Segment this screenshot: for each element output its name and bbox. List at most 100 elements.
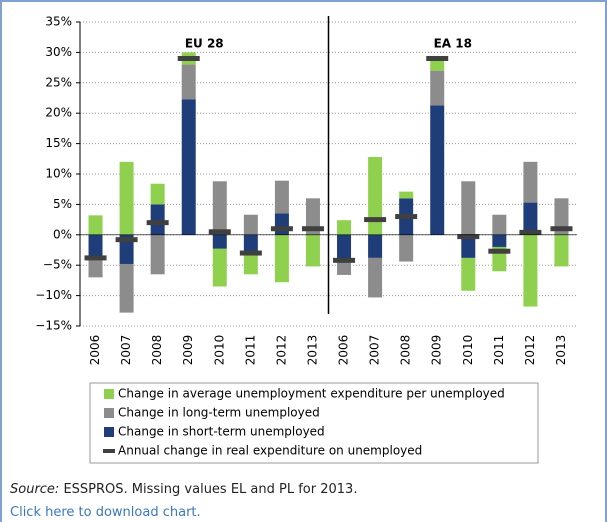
legend-box — [89, 382, 539, 464]
y-tick-label: 30% — [45, 45, 72, 59]
bar-segment — [368, 234, 383, 258]
bar-segment — [243, 254, 258, 275]
bar-segment — [181, 64, 196, 100]
bar-segment — [492, 214, 507, 235]
x-tick-label: 2009 — [430, 335, 444, 366]
bar-segment — [523, 202, 538, 235]
legend-label: Change in average unemployment expenditu… — [118, 387, 505, 401]
x-tick-label: 2010 — [461, 335, 475, 366]
bar-segment — [399, 234, 414, 262]
x-tick-label: 2011 — [243, 335, 257, 366]
bar-segment — [274, 213, 289, 235]
bar-segment — [119, 161, 134, 235]
annual-change-marker — [146, 220, 169, 226]
bar-segment — [337, 260, 352, 275]
source-text: ESSPROS. Missing values EL and PL for 20… — [63, 482, 358, 497]
bar-segment — [430, 70, 445, 106]
y-tick-label: 5% — [53, 197, 72, 211]
legend-swatch — [104, 427, 114, 437]
annual-change-marker — [239, 250, 262, 256]
y-tick-label: −5% — [43, 258, 72, 272]
bar-segment — [368, 257, 383, 298]
annual-change-marker — [395, 214, 418, 220]
bar-segment — [554, 198, 569, 235]
bar-segment — [181, 99, 196, 235]
bar-segment — [150, 183, 165, 205]
x-tick-label: 2006 — [337, 335, 351, 366]
annual-change-marker — [426, 55, 449, 61]
y-tick-label: 0% — [53, 227, 72, 241]
y-tick-label: −10% — [35, 288, 72, 302]
annual-change-marker — [208, 229, 231, 235]
group-label: EU 28 — [185, 37, 224, 51]
bar-segment — [243, 234, 258, 255]
y-tick-label: 10% — [45, 167, 72, 181]
bar-segment — [430, 105, 445, 235]
x-tick-label: 2013 — [554, 335, 568, 366]
group-label: EA 18 — [434, 37, 472, 51]
x-tick-label: 2008 — [399, 335, 413, 366]
bar-segment — [212, 181, 227, 235]
y-tick-label: −15% — [35, 319, 72, 333]
download-link[interactable]: Click here to download chart. — [10, 505, 201, 520]
bar-segment — [523, 234, 538, 307]
annual-change-marker — [364, 217, 387, 223]
bar-segment — [368, 156, 383, 235]
annual-change-marker — [550, 226, 573, 232]
x-tick-label: 2010 — [212, 335, 226, 366]
bar-segment — [150, 204, 165, 235]
annual-change-marker — [84, 255, 107, 261]
x-tick-label: 2011 — [492, 335, 506, 366]
y-tick-label: 25% — [45, 75, 72, 89]
x-tick-label: 2009 — [181, 335, 195, 366]
annual-change-marker — [177, 55, 200, 61]
annual-change-marker — [301, 226, 324, 232]
x-tick-label: 2012 — [274, 335, 288, 366]
bar-segment — [119, 263, 134, 313]
legend-swatch — [104, 389, 114, 399]
x-tick-label: 2006 — [88, 335, 102, 366]
bar-segment — [274, 180, 289, 214]
legend-label: Change in long-term unemployed — [118, 406, 320, 420]
bar-segment — [305, 198, 320, 235]
chart: −15% −10% −5% 0% 5% 10% 15% 20% 25% 30% 35% EU 28 EA… — [35, 15, 577, 464]
y-tick-label: 20% — [45, 106, 72, 120]
x-tick-label: 2007 — [119, 335, 133, 366]
y-tick-label: 35% — [45, 15, 72, 29]
bar-segment — [399, 191, 414, 199]
bar-segment — [461, 181, 476, 235]
x-tick-label: 2007 — [368, 335, 382, 366]
legend-swatch — [103, 449, 115, 453]
legend-label: Annual change in real expenditure on une… — [118, 444, 422, 458]
bar-segment — [554, 234, 569, 267]
source-note: Source: ESSPROS. Missing values EL and P… — [10, 482, 357, 497]
bar-segment — [150, 234, 165, 275]
bar-segment — [337, 220, 352, 235]
annual-change-marker — [488, 248, 511, 254]
annual-change-marker — [270, 226, 293, 232]
x-tick-label: 2008 — [150, 335, 164, 366]
bar-segment — [212, 234, 227, 249]
y-tick-label: 15% — [45, 136, 72, 150]
source-label: Source: — [10, 482, 60, 497]
bar-segment — [337, 234, 352, 261]
legend-swatch — [104, 408, 114, 418]
bar-segment — [243, 214, 258, 235]
bar-segment — [88, 259, 103, 278]
bar-segment — [305, 234, 320, 267]
annual-change-marker — [115, 237, 138, 243]
annual-change-marker — [457, 234, 480, 240]
bar-segment — [461, 234, 476, 258]
bar-segment — [88, 234, 103, 260]
bar-segment — [212, 248, 227, 287]
bar-segment — [274, 234, 289, 283]
annual-change-marker — [333, 257, 356, 263]
bar-segment — [461, 257, 476, 291]
legend-label: Change in short-term unemployed — [118, 425, 325, 439]
x-tick-label: 2013 — [305, 335, 319, 366]
bar-segment — [523, 161, 538, 203]
bar-segment — [492, 234, 507, 247]
x-tick-label: 2012 — [523, 335, 537, 366]
annual-change-marker — [519, 229, 542, 235]
